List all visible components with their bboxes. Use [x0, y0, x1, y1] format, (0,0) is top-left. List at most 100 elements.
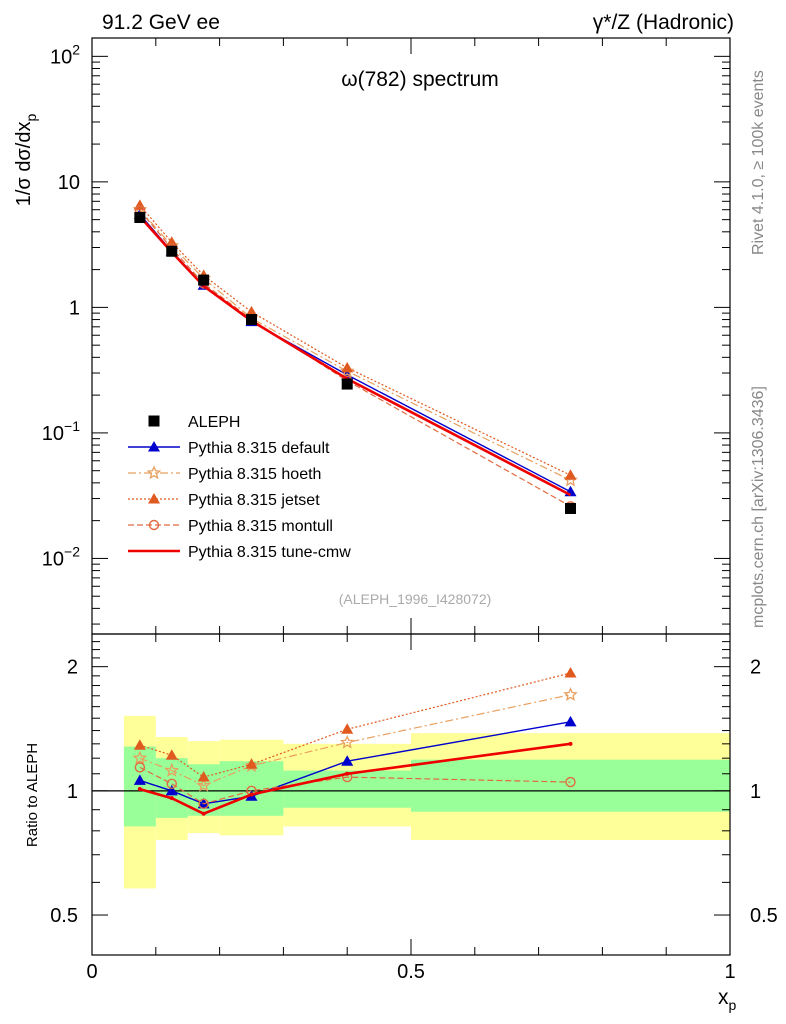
svg-text:xp: xp: [718, 986, 737, 1013]
x-axis-label-text: x: [718, 986, 729, 1009]
data-point: [166, 245, 178, 257]
stat-band-5: [411, 759, 730, 812]
series-line: [139, 210, 571, 507]
stat-band-4: [283, 770, 411, 808]
ratio-point: [165, 749, 178, 760]
ratio-point: [164, 762, 180, 777]
ratio-series-tune-cmw: [137, 741, 573, 816]
ratio-point: [341, 755, 354, 766]
legend-label: Pythia 8.315 hoeth: [188, 466, 321, 483]
legend-item: Pythia 8.315 default: [128, 440, 330, 457]
ratio-point: [564, 667, 577, 678]
legend-label: Pythia 8.315 jetset: [188, 492, 320, 509]
legend-item: Pythia 8.315 montull: [128, 518, 333, 535]
series-line: [139, 209, 571, 481]
y-axis-label: 1/σ dσ/dxp: [13, 114, 39, 207]
ratio-y-tick-label-right: 1: [750, 781, 761, 803]
header-energy: 91.2 GeV ee: [102, 11, 220, 34]
data-point: [565, 502, 576, 514]
legend-item: Pythia 8.315 tune-cmw: [128, 544, 351, 561]
ratio-point: [197, 797, 210, 809]
ratio-point: [166, 778, 177, 790]
ratio-point: [201, 811, 206, 816]
ratio-line: [139, 742, 571, 816]
ratio-line: [139, 672, 571, 778]
y-tick-label: 10: [58, 172, 80, 194]
ratio-point: [132, 750, 148, 765]
ratio-line: [139, 766, 571, 805]
legend-item: Pythia 8.315 jetset: [128, 492, 320, 509]
x-tick-label: 0: [86, 961, 97, 983]
legend-swatch: [148, 519, 160, 531]
series-point: [564, 469, 577, 480]
ratio-point: [197, 771, 210, 782]
ratio-point: [345, 771, 350, 776]
x-axis-label: xp: [718, 986, 737, 1013]
ratio-point: [341, 723, 354, 734]
ratio-point: [133, 739, 146, 750]
legend-item: Pythia 8.315 hoeth: [128, 465, 321, 483]
mcplots-label: mcplots.cern.ch [arXiv:1306.3436]: [750, 386, 767, 628]
legend-swatch: [148, 493, 160, 504]
ratio-point: [249, 792, 254, 797]
legend-swatch: [148, 441, 160, 452]
ratio-y-tick-label: 1: [67, 781, 78, 803]
legend: ALEPH Pythia 8.315 default Pythia 8.315 ho…: [128, 414, 351, 561]
legend-item: ALEPH: [148, 414, 240, 431]
ratio-plot: Ratio to ALEPH 0.5 0.5 1 1 2 2: [24, 633, 778, 956]
series-point: [245, 305, 258, 317]
y-tick-label: 10−1: [42, 418, 80, 445]
series-line: [139, 204, 571, 476]
series-point: [339, 363, 355, 378]
data-point: [134, 212, 146, 224]
series-jetset: [133, 199, 577, 480]
x-tick-label: 1: [724, 961, 735, 983]
ratio-y-tick-label: 2: [67, 657, 78, 679]
x-axis-label-sub: p: [729, 997, 737, 1013]
legend-swatch: [146, 465, 162, 480]
ratio-series-default: [133, 715, 577, 809]
ratio-series-jetset: [133, 667, 577, 782]
ratio-point: [565, 776, 576, 788]
series-point: [165, 236, 178, 247]
ratio-point: [198, 798, 209, 810]
stat-band-0: [123, 746, 156, 827]
legend-label: Pythia 8.315 default: [188, 440, 330, 457]
y-tick-label: 102: [50, 41, 80, 68]
ratio-y-label: Ratio to ALEPH: [24, 743, 41, 847]
ratio-point: [245, 758, 258, 769]
ratio-y-tick-label: 0.5: [50, 905, 78, 927]
data-point: [246, 314, 257, 326]
legend-label: Pythia 8.315 tune-cmw: [188, 544, 351, 561]
data-points: [134, 212, 576, 514]
data-point: [198, 274, 210, 286]
ratio-point: [165, 784, 178, 796]
ratio-point: [568, 741, 573, 746]
ratio-point: [564, 715, 577, 727]
ratio-point: [137, 787, 142, 792]
analysis-id: (ALEPH_1996_I428072): [339, 591, 492, 607]
ratio-point: [339, 734, 355, 749]
ratio-point: [169, 796, 174, 801]
y-axis-label-text: 1/σ dσ/dx: [13, 122, 35, 207]
svg-text:1/σ dσ/dxp: 1/σ dσ/dxp: [13, 114, 39, 207]
data-point: [341, 378, 353, 390]
legend-label: Pythia 8.315 montull: [188, 518, 333, 535]
y-tick-label: 10−2: [42, 543, 80, 570]
header-process: γ*/Z (Hadronic): [593, 11, 734, 34]
legend-swatch: [148, 415, 160, 427]
ratio-point: [133, 774, 146, 785]
ratio-point: [134, 762, 146, 773]
main-plot: ω(782) spectrum (ALEPH_1996_I428072) 1/σ…: [13, 37, 731, 635]
ratio-point: [563, 687, 578, 701]
rivet-label: Rivet 4.1.0, ≥ 100k events: [750, 70, 767, 255]
chart-title: ω(782) spectrum: [341, 68, 499, 91]
ratio-y-tick-label-right: 0.5: [750, 905, 778, 927]
ratio-series-hoeth: [132, 687, 578, 792]
ratio-y-tick-label-right: 2: [750, 657, 761, 679]
y-tick-label: 1: [69, 297, 80, 319]
ratio-point: [196, 777, 212, 792]
legend-label: ALEPH: [188, 414, 240, 431]
x-tick-label: 0.5: [397, 961, 425, 983]
